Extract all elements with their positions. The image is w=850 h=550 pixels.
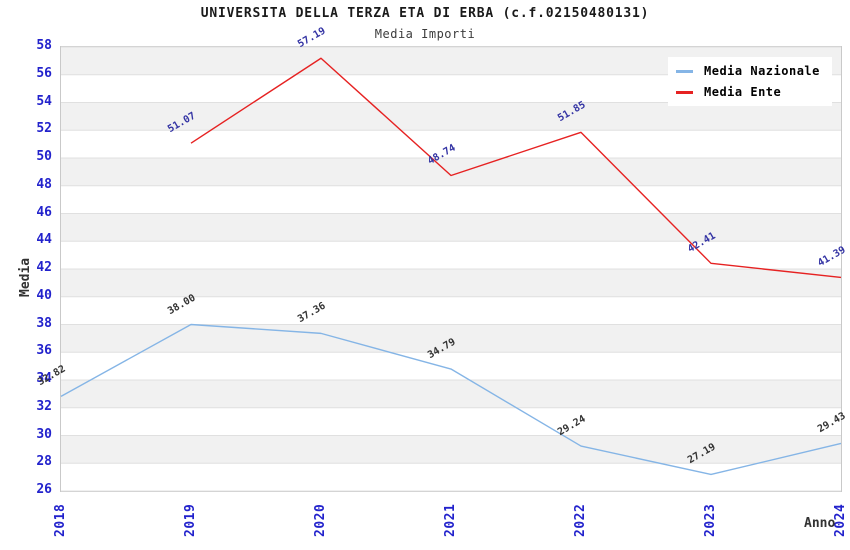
series-line-media-nazionale bbox=[60, 323, 842, 476]
y-tick-label: 32 bbox=[36, 398, 52, 414]
y-tick-label: 42 bbox=[36, 260, 52, 275]
legend-item-media-ente: Media Ente bbox=[676, 85, 820, 99]
grid-band bbox=[61, 241, 841, 269]
x-tick-label: 2020 bbox=[313, 503, 328, 537]
legend-item-label: Media Nazionale bbox=[704, 64, 820, 78]
grid-band bbox=[61, 185, 841, 214]
y-tick-label: 56 bbox=[36, 65, 52, 81]
grid-band bbox=[61, 130, 841, 158]
x-tick-label: 2023 bbox=[703, 503, 718, 537]
y-tick-label: 44 bbox=[36, 232, 52, 248]
y-tick-label: 46 bbox=[36, 204, 52, 220]
y-tick-label: 34 bbox=[36, 371, 52, 386]
legend-swatch-media-nazionale bbox=[676, 69, 693, 73]
x-tick-label: 2022 bbox=[573, 503, 588, 537]
grid-band bbox=[61, 269, 841, 297]
grid-band bbox=[61, 158, 841, 186]
grid-band bbox=[61, 324, 841, 353]
grid-band bbox=[61, 213, 841, 242]
grid-band bbox=[61, 352, 841, 380]
y-tick-label: 38 bbox=[36, 315, 52, 331]
grid-band bbox=[61, 296, 841, 325]
legend: Media Nazionale Media Ente bbox=[668, 57, 832, 106]
grid-band bbox=[61, 380, 841, 408]
chart-subtitle: Media Importi bbox=[374, 27, 476, 41]
grid-band bbox=[61, 102, 841, 131]
plot-area bbox=[60, 46, 842, 492]
x-tick-label: 2019 bbox=[183, 503, 198, 537]
x-tick-label: 2021 bbox=[443, 503, 458, 537]
plot-canvas bbox=[60, 46, 842, 492]
y-tick-label: 48 bbox=[36, 176, 52, 192]
y-tick-label: 26 bbox=[36, 482, 52, 497]
legend-swatch-media-ente bbox=[676, 90, 693, 94]
grid-band bbox=[61, 407, 841, 436]
grid-band bbox=[61, 435, 841, 464]
y-tick-label: 28 bbox=[36, 454, 52, 470]
y-tick-label: 52 bbox=[36, 121, 52, 137]
x-axis-title: Anno bbox=[804, 516, 836, 531]
chart-title: UNIVERSITA DELLA TERZA ETA DI ERBA (c.f.… bbox=[200, 6, 650, 21]
series-line-media-ente bbox=[190, 57, 842, 279]
x-tick-label: 2018 bbox=[53, 503, 68, 537]
y-tick-label: 50 bbox=[36, 149, 52, 164]
legend-item-label: Media Ente bbox=[704, 85, 782, 99]
grid-band bbox=[61, 463, 841, 491]
y-tick-label: 36 bbox=[36, 343, 52, 359]
y-tick-label: 54 bbox=[36, 93, 52, 109]
y-tick-label: 40 bbox=[36, 287, 52, 303]
legend-item-media-nazionale: Media Nazionale bbox=[676, 64, 820, 78]
y-tick-label: 58 bbox=[36, 38, 52, 53]
y-tick-label: 30 bbox=[36, 426, 52, 442]
